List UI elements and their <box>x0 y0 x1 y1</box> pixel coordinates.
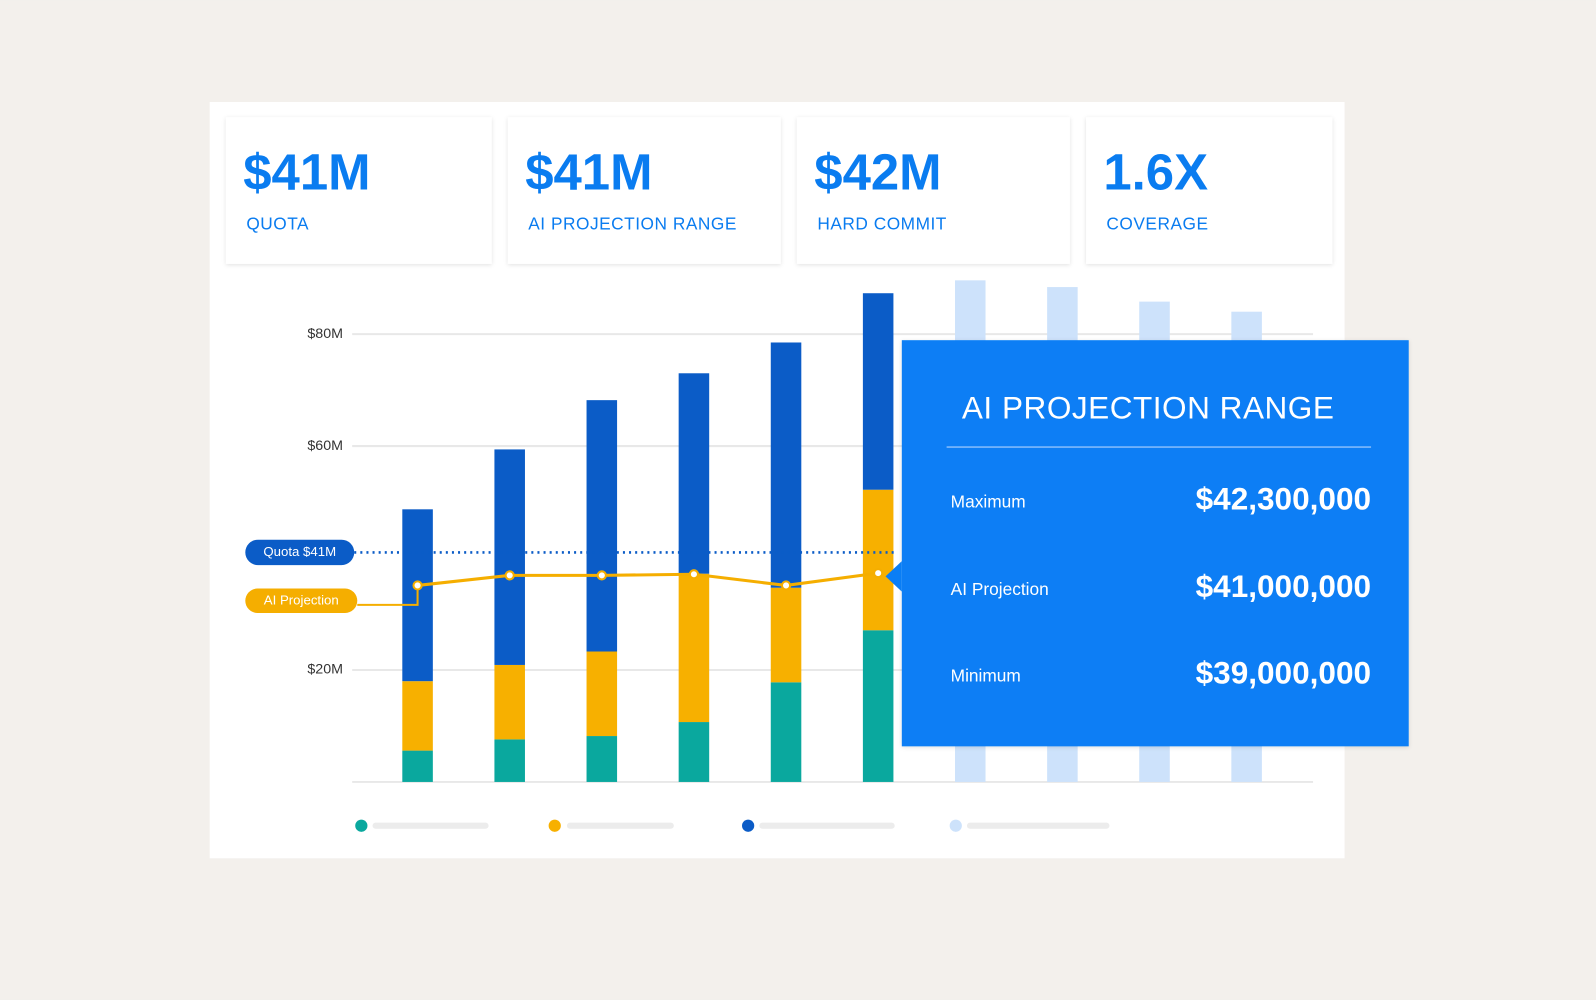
bar-segment <box>862 489 894 631</box>
kpi-label: QUOTA <box>246 214 309 234</box>
bar-segment <box>586 400 618 652</box>
projection-point <box>504 570 515 581</box>
bar-segment <box>862 293 894 490</box>
projection-point <box>596 570 607 581</box>
kpi-label: HARD COMMIT <box>817 214 947 234</box>
kpi-card <box>225 117 492 264</box>
kpi-card <box>1086 117 1333 264</box>
bar-segment <box>770 682 802 782</box>
tooltip-title: AI PROJECTION RANGE <box>962 390 1335 426</box>
kpi-label: COVERAGE <box>1106 214 1208 234</box>
projection-connector <box>357 585 419 606</box>
quota-pill <box>245 539 355 566</box>
quota-label: Quota $41M <box>263 544 336 559</box>
legend-dot <box>355 819 368 832</box>
tooltip-row-label: Minimum <box>951 666 1021 686</box>
kpi-card <box>796 117 1070 264</box>
kpi-value: $42M <box>814 144 941 201</box>
tooltip-row-label: Maximum <box>951 492 1026 512</box>
bar-segment <box>586 651 618 737</box>
kpi-card <box>507 117 781 264</box>
kpi-value: $41M <box>525 144 652 201</box>
tooltip-row-value: $41,000,000 <box>1196 568 1371 604</box>
bar-segment <box>494 739 525 782</box>
projection-point <box>873 568 884 579</box>
legend-placeholder <box>372 822 489 829</box>
legend-placeholder <box>566 822 674 829</box>
bar-segment <box>678 722 710 782</box>
legend-dot <box>548 819 561 832</box>
tooltip-row-label: AI Projection <box>951 579 1049 599</box>
projection-point <box>780 580 792 591</box>
projection-point <box>412 580 423 591</box>
tooltip-row-value: $39,000,000 <box>1196 654 1371 690</box>
projection-point <box>688 569 700 580</box>
legend-placeholder <box>966 822 1110 829</box>
bar-segment <box>862 630 894 782</box>
kpi-value: 1.6X <box>1103 144 1208 201</box>
bar-segment <box>770 587 802 683</box>
legend-placeholder <box>759 822 895 829</box>
bar-segment <box>494 664 525 740</box>
bar-segment <box>678 573 710 723</box>
tooltip-row-value: $42,300,000 <box>1196 480 1371 516</box>
tooltip-box <box>901 340 1409 747</box>
kpi-label: AI PROJECTION RANGE <box>528 214 737 234</box>
bar-segment <box>678 373 710 574</box>
kpi-value: $41M <box>243 144 370 201</box>
legend-dot <box>742 819 755 832</box>
bar-segment <box>494 449 525 665</box>
bar-segment <box>402 681 433 751</box>
projection-label: AI Projection <box>264 592 339 607</box>
y-tick-label: $20M <box>307 662 343 678</box>
projection-pill <box>245 588 358 613</box>
y-tick-label: $60M <box>307 438 343 454</box>
bar-segment <box>770 342 802 588</box>
tooltip-pointer <box>885 561 902 592</box>
y-tick-label: $80M <box>307 326 343 342</box>
bar-segment <box>586 736 618 782</box>
bar-segment <box>402 750 433 782</box>
projection-line <box>417 571 879 587</box>
legend-dot <box>949 819 962 832</box>
